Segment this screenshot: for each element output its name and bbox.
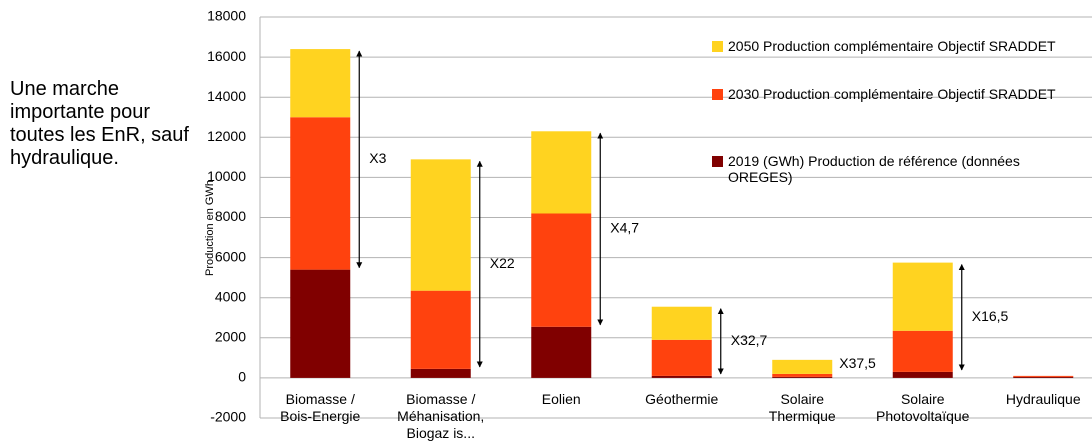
x-tick-line: Biogaz is... bbox=[407, 425, 475, 441]
annotation: X32,7 bbox=[731, 332, 768, 348]
x-tick-line: Biomasse / bbox=[406, 391, 475, 407]
annotation: X22 bbox=[490, 255, 515, 271]
x-tick-label: Biomasse / Méhanisation, Biogaz is... bbox=[397, 391, 484, 441]
bar-segment bbox=[1013, 375, 1074, 377]
y-tick-label: 8000 bbox=[215, 208, 246, 224]
y-tick-label: 6000 bbox=[215, 248, 246, 264]
y-tick-label: 18000 bbox=[207, 8, 246, 24]
x-tick-line: Géothermie bbox=[645, 391, 718, 407]
bar-segment bbox=[290, 117, 351, 270]
bar-segment bbox=[892, 330, 953, 372]
x-tick-line: Solaire bbox=[780, 391, 824, 407]
bar-segment bbox=[651, 306, 712, 340]
x-tick-label: Eolien bbox=[542, 391, 581, 407]
legend-label: 2019 (GWh) Production de référence (donn… bbox=[728, 153, 1020, 185]
annotation: X16,5 bbox=[972, 308, 1009, 324]
bar-segment bbox=[772, 376, 833, 378]
bar-segment bbox=[290, 269, 351, 378]
bar-segment bbox=[531, 326, 592, 378]
y-tick-label: 12000 bbox=[207, 128, 246, 144]
x-tick-label: Solaire Thermique bbox=[769, 391, 836, 424]
x-tick-line: Thermique bbox=[769, 408, 836, 424]
annotation: X4,7 bbox=[610, 220, 639, 236]
annotation: X3 bbox=[369, 150, 386, 166]
bar-segment bbox=[651, 339, 712, 376]
bar-segment bbox=[651, 375, 712, 378]
y-tick-label: 16000 bbox=[207, 48, 246, 64]
bar-segment bbox=[1013, 376, 1074, 378]
x-tick-label: Solaire Photovoltaïque bbox=[876, 391, 970, 424]
x-tick-line: Solaire bbox=[901, 391, 945, 407]
x-tick-line: Méhanisation, bbox=[397, 408, 484, 424]
bar-segment bbox=[772, 359, 833, 374]
y-tick-label: -2000 bbox=[210, 409, 246, 425]
bar-segment bbox=[892, 262, 953, 331]
bar-segment bbox=[410, 368, 471, 378]
bar-segment bbox=[410, 290, 471, 369]
bar-segment bbox=[531, 213, 592, 327]
bar-segment bbox=[772, 373, 833, 377]
x-tick-line: Eolien bbox=[542, 391, 581, 407]
y-tick-label: 4000 bbox=[215, 288, 246, 304]
legend-swatch bbox=[712, 89, 723, 100]
legend-label: 2050 Production complémentaire Objectif … bbox=[728, 38, 1056, 54]
annotation: X37,5 bbox=[839, 355, 876, 371]
legend-label: 2030 Production complémentaire Objectif … bbox=[728, 86, 1056, 102]
legend-swatch bbox=[712, 156, 723, 167]
x-tick-label: Hydraulique bbox=[1006, 391, 1081, 407]
x-tick-line: Biomasse / bbox=[286, 391, 355, 407]
y-tick-label: 10000 bbox=[207, 168, 246, 184]
bar-segment bbox=[531, 131, 592, 214]
y-tick-label: 14000 bbox=[207, 88, 246, 104]
y-tick-label: 2000 bbox=[215, 329, 246, 345]
y-axis-label: Production en GWh bbox=[204, 180, 216, 276]
x-tick-label: Géothermie bbox=[645, 391, 718, 407]
bar-segment bbox=[290, 49, 351, 118]
bar-segment bbox=[892, 371, 953, 378]
side-text: Une marche importante pour toutes les En… bbox=[10, 78, 189, 169]
x-tick-label: Biomasse / Bois-Energie bbox=[280, 391, 360, 424]
x-tick-line: Bois-Energie bbox=[280, 408, 360, 424]
bar-segment bbox=[410, 159, 471, 291]
x-tick-line: Photovoltaïque bbox=[876, 408, 970, 424]
x-tick-line: Hydraulique bbox=[1006, 391, 1081, 407]
legend-swatch bbox=[712, 41, 723, 52]
y-tick-label: 0 bbox=[238, 369, 246, 385]
